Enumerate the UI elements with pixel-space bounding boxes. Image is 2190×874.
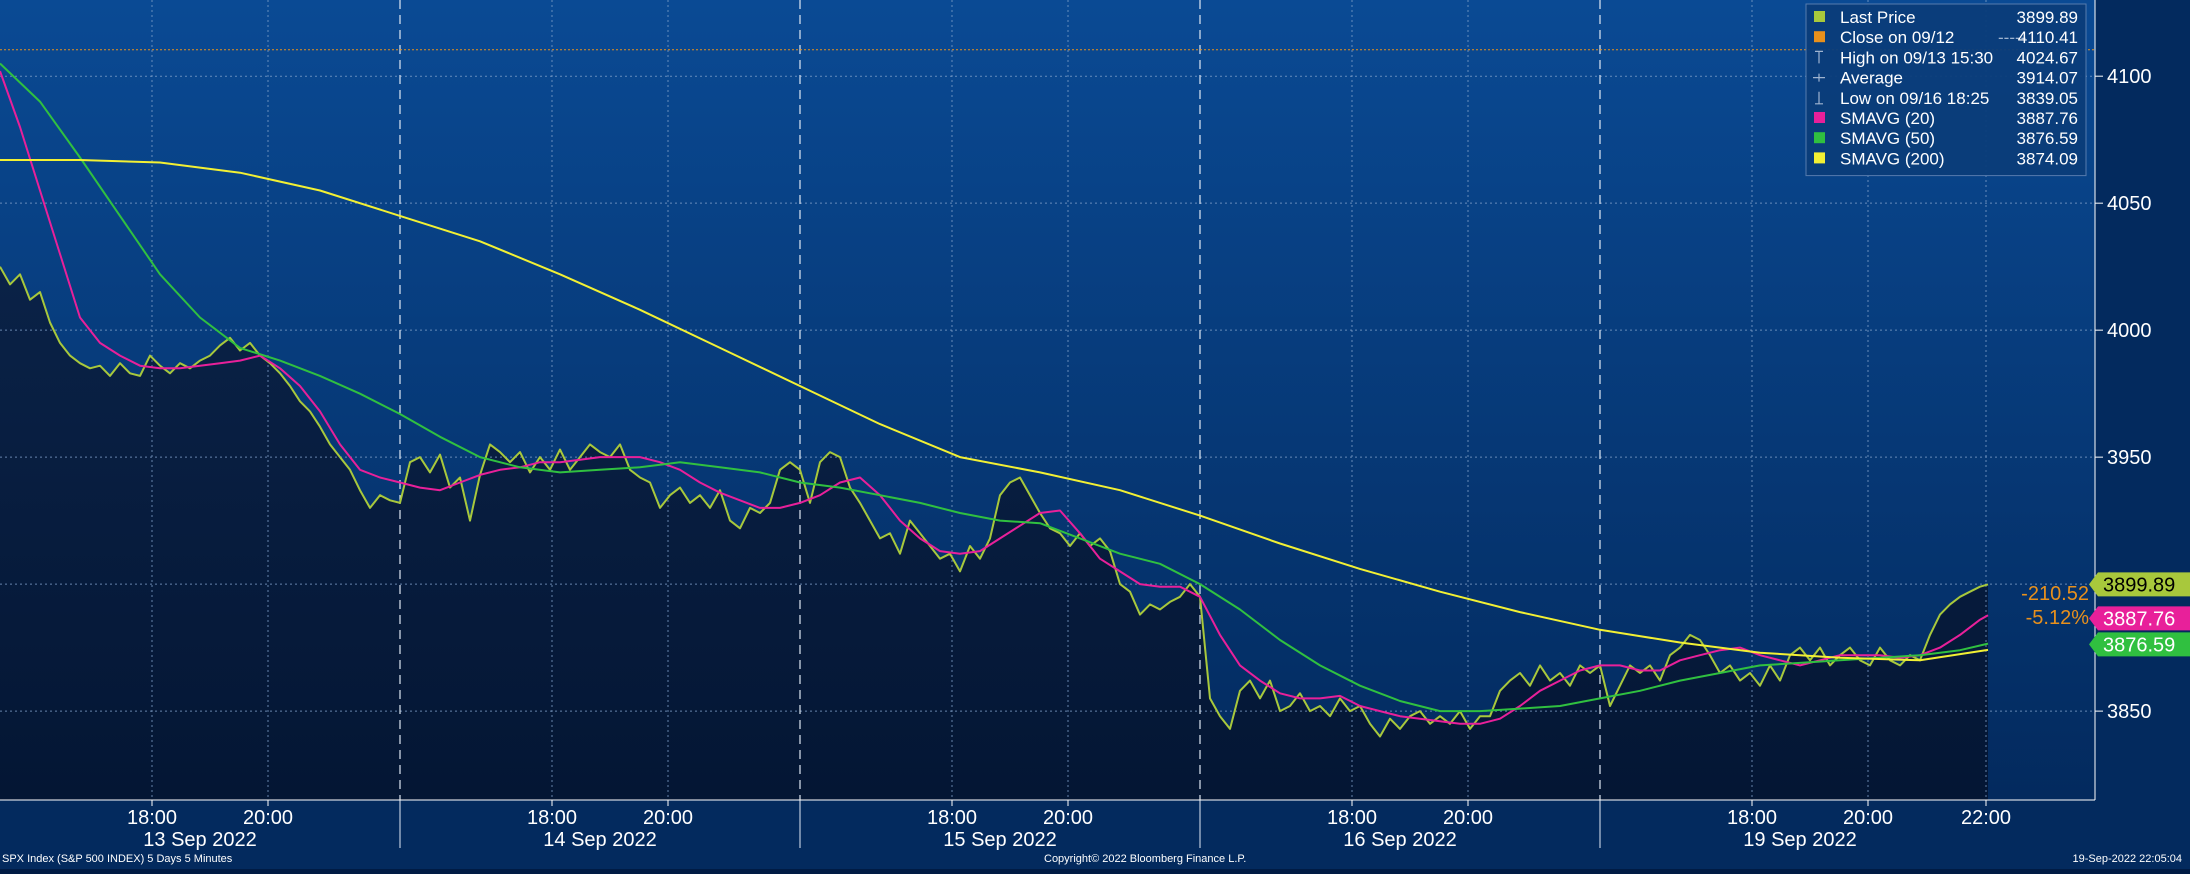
- legend-swatch: [1814, 31, 1825, 43]
- legend-low-marker: [1815, 91, 1823, 105]
- change-label: -210.52: [2021, 583, 2089, 605]
- legend-value: 4024.67: [2017, 48, 2078, 67]
- change-label: -5.12%: [2026, 607, 2090, 629]
- series-line-smavg-20: [0, 70, 1989, 725]
- day-label: 14 Sep 2022: [543, 829, 656, 851]
- price-tag-label: 3899.89: [2103, 574, 2175, 596]
- x-tick-label: 20:00: [1843, 807, 1893, 829]
- y-tick-label: 4100: [2107, 66, 2152, 88]
- bottom-axis-background: [0, 800, 2190, 869]
- series-line-smavg-200: [0, 159, 1989, 662]
- x-tick-label: 18:00: [927, 807, 977, 829]
- legend-high-marker: [1815, 50, 1823, 64]
- price-tag-bg: [2089, 632, 2190, 657]
- day-label: 15 Sep 2022: [943, 829, 1056, 851]
- legend-value: 3876.59: [2017, 129, 2078, 148]
- legend-swatch: [1814, 112, 1825, 123]
- footer-center: Copyright© 2022 Bloomberg Finance L.P.: [1044, 853, 1247, 865]
- footer-left: SPX Index (S&P 500 INDEX) 5 Days 5 Minut…: [2, 853, 233, 865]
- legend-value: 3874.09: [2017, 149, 2078, 168]
- legend-value: 3839.05: [2017, 89, 2078, 108]
- legend-value: 3887.76: [2017, 109, 2078, 128]
- legend-label: SMAVG (50): [1840, 129, 1935, 148]
- x-tick-label: 18:00: [527, 807, 577, 829]
- x-tick-label: 18:00: [1327, 807, 1377, 829]
- x-tick-label: 20:00: [643, 807, 693, 829]
- legend-swatch: [1814, 152, 1825, 164]
- y-tick-label: 3950: [2107, 447, 2152, 469]
- right-axis-background: [2095, 0, 2190, 800]
- legend-average-marker: [1813, 73, 1825, 82]
- x-tick-label: 20:00: [243, 807, 293, 829]
- x-tick-label: 20:00: [1043, 807, 1093, 829]
- price-tag-label: 3876.59: [2103, 634, 2175, 656]
- legend-label: Average: [1840, 69, 1903, 88]
- price-tag-bg: [2089, 572, 2190, 597]
- day-label: 13 Sep 2022: [143, 829, 256, 851]
- price-tag-bg: [2089, 606, 2190, 631]
- legend-swatch: [1814, 132, 1825, 144]
- legend-value: 4110.41: [2018, 28, 2078, 47]
- x-tick-label: 22:00: [1961, 807, 2011, 829]
- price-tag-label: 3887.76: [2103, 608, 2175, 630]
- last-price-area: [0, 266, 1988, 800]
- day-label: 19 Sep 2022: [1743, 829, 1856, 851]
- y-tick-label: 4000: [2107, 320, 2152, 342]
- series-line-last-price: [0, 266, 1989, 738]
- legend-value: 3899.89: [2017, 8, 2078, 27]
- footer-right: 19-Sep-2022 22:05:04: [2072, 853, 2182, 865]
- x-tick-label: 20:00: [1443, 807, 1493, 829]
- legend-label: Last Price: [1840, 8, 1916, 27]
- legend-label: SMAVG (200): [1840, 149, 1945, 168]
- x-tick-label: 18:00: [127, 807, 177, 829]
- legend-value: 3914.07: [2017, 69, 2078, 88]
- legend-label: SMAVG (20): [1840, 109, 1935, 128]
- y-tick-label: 4050: [2107, 193, 2152, 215]
- legend-dashes: -----: [1998, 28, 2026, 47]
- legend-label: Low on 09/16 18:25: [1840, 89, 1989, 108]
- series-line-smavg-50: [0, 62, 1989, 713]
- y-tick-label: 3850: [2107, 701, 2152, 723]
- x-tick-label: 18:00: [1727, 807, 1777, 829]
- legend-swatch: [1814, 11, 1825, 22]
- legend-label: Close on 09/12: [1840, 28, 1954, 47]
- legend-label: High on 09/13 15:30: [1840, 48, 1993, 67]
- legend-box: [1805, 3, 2087, 177]
- day-label: 16 Sep 2022: [1343, 829, 1456, 851]
